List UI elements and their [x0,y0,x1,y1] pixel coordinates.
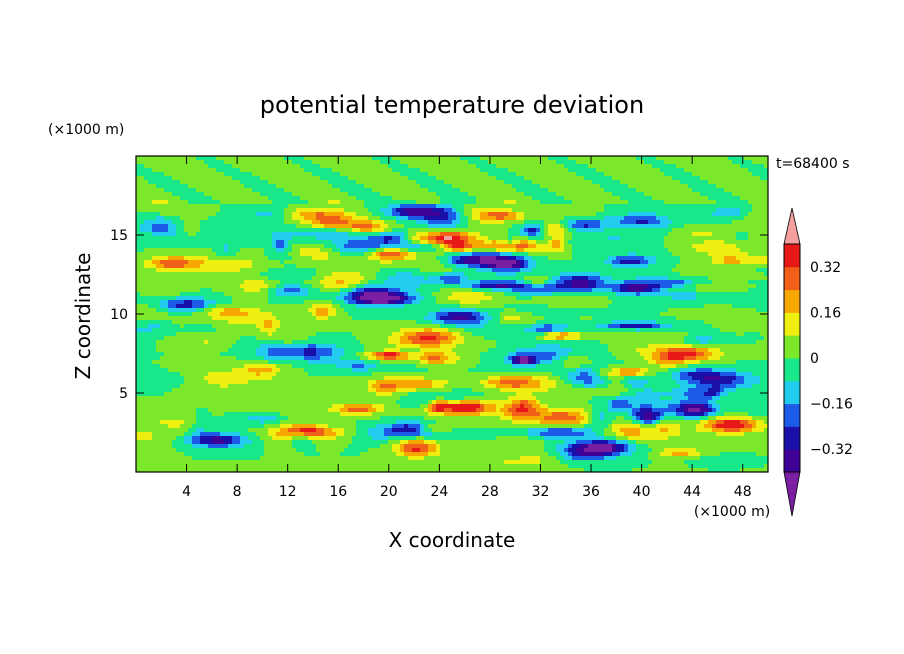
colorbar-tick-label: 0.16 [810,305,841,321]
x-tick-label: 24 [430,484,448,500]
y-tick-label: 15 [110,228,128,244]
x-tick-label: 36 [582,484,600,500]
colorbar-segment [784,426,800,450]
x-tick-label: 20 [380,484,398,500]
colorbar-segment [784,358,800,382]
colorbar-segment [784,312,800,336]
y-unit-label: (×1000 m) [48,122,124,138]
x-tick-label: 8 [233,484,242,500]
chart-title: potential temperature deviation [260,91,644,119]
colorbar-segment [784,449,800,473]
colorbar: 0.32 0.16 0 −0.16 −0.32 [783,207,853,517]
x-axis-ticks: 4 8 12 16 20 24 28 32 36 40 44 48 [182,156,752,500]
x-tick-label: 40 [633,484,651,500]
colorbar-tick-label: −0.16 [810,397,853,413]
y-axis-label: Z coordinate [71,253,95,380]
colorbar-segment [784,403,800,427]
x-tick-label: 28 [481,484,499,500]
x-unit-label: (×1000 m) [694,504,770,520]
colorbar-arrow-top [783,207,801,245]
x-axis-label: X coordinate [389,528,516,552]
time-label: t=68400 s [776,156,850,172]
colorbar-segment [784,289,800,313]
y-tick-label: 10 [110,307,128,323]
x-tick-label: 44 [683,484,701,500]
colorbar-tick-label: 0.32 [810,260,841,276]
x-tick-label: 4 [182,484,191,500]
x-tick-label: 32 [532,484,550,500]
colorbar-segment [784,244,800,268]
x-tick-label: 16 [329,484,347,500]
x-tick-label: 48 [734,484,752,500]
colorbar-frame [783,243,801,473]
colorbar-segment [784,380,800,405]
colorbar-tick-label: −0.32 [810,442,853,458]
y-axis-ticks: 5 10 15 [110,228,768,402]
y-tick-label: 5 [119,386,128,402]
x-tick-label: 12 [279,484,297,500]
colorbar-arrow-bottom [783,471,801,517]
colorbar-segment [784,335,800,359]
colorbar-segment [784,266,800,291]
colorbar-tick-label: 0 [810,351,819,367]
contour-field [136,156,768,472]
